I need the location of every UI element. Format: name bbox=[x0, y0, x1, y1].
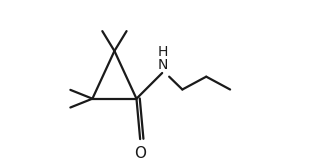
Text: O: O bbox=[134, 146, 146, 161]
Text: H
N: H N bbox=[158, 45, 168, 72]
